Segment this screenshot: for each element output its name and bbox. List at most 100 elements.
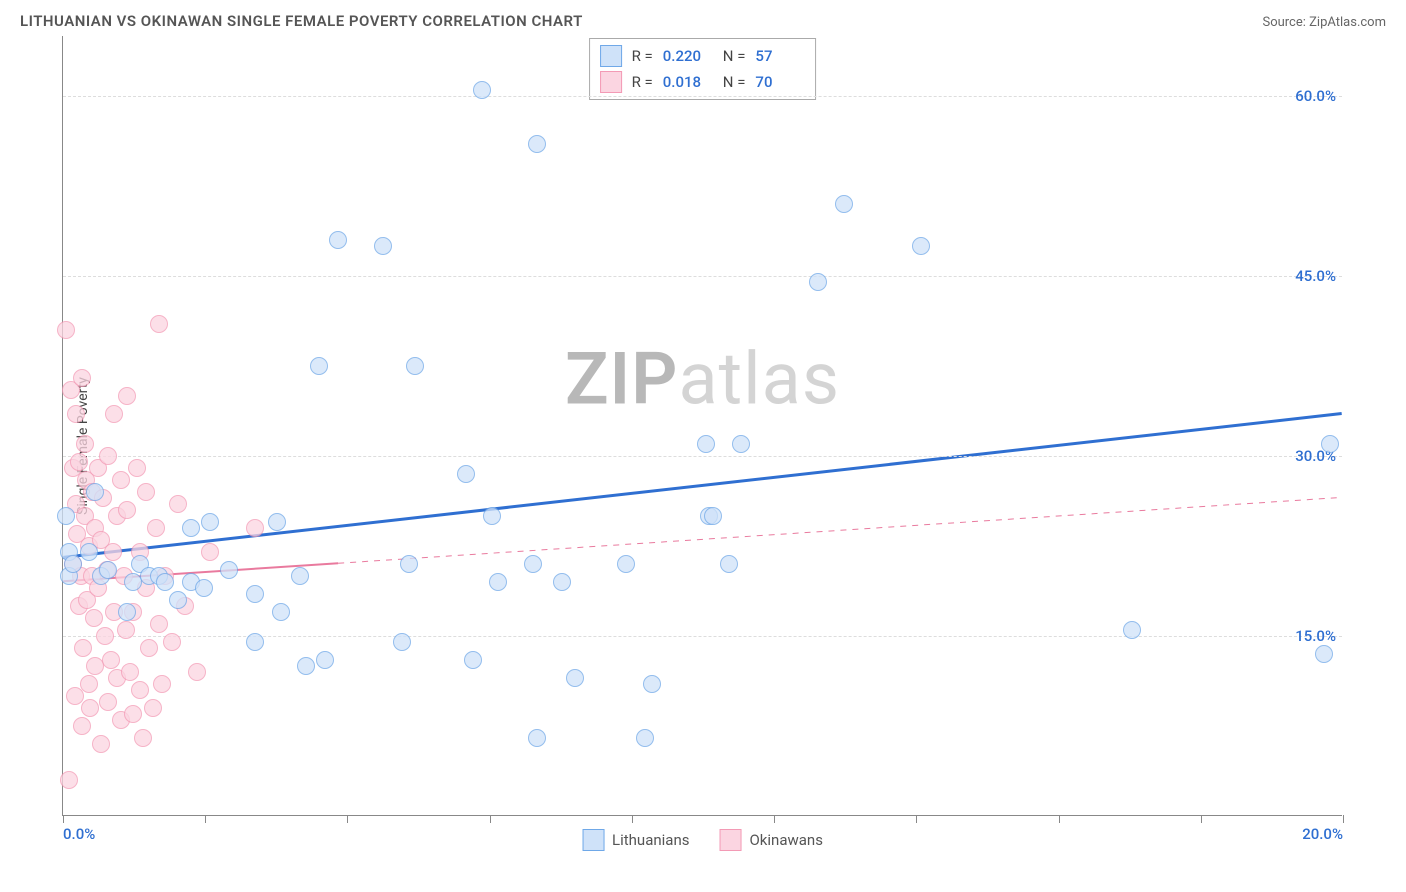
swatch-blue — [582, 829, 604, 851]
legend-label-blue: Lithuanians — [612, 831, 689, 849]
point-pink — [246, 519, 264, 537]
x-tick-label: 20.0% — [1302, 825, 1343, 843]
legend-label-pink: Okinawans — [749, 831, 822, 849]
point-pink — [124, 705, 142, 723]
point-blue — [57, 507, 75, 525]
point-blue — [316, 651, 334, 669]
point-pink — [99, 693, 117, 711]
point-blue — [393, 633, 411, 651]
point-blue — [400, 555, 418, 573]
watermark-light: atlas — [678, 336, 840, 421]
n-label: N = — [723, 47, 746, 65]
point-blue — [528, 135, 546, 153]
point-pink — [147, 519, 165, 537]
point-pink — [140, 639, 158, 657]
point-blue — [268, 513, 286, 531]
point-pink — [102, 651, 120, 669]
point-pink — [134, 729, 152, 747]
n-value-pink: 70 — [755, 73, 805, 91]
r-label: R = — [632, 47, 653, 65]
point-pink — [150, 315, 168, 333]
point-blue — [912, 237, 930, 255]
point-blue — [617, 555, 635, 573]
point-blue — [553, 573, 571, 591]
y-tick-label: 45.0% — [1295, 267, 1336, 285]
point-blue — [643, 675, 661, 693]
plot-area: ZIPatlas R = 0.220 N = 57 R = 0.018 N = … — [62, 36, 1342, 816]
watermark-bold: ZIP — [565, 336, 678, 421]
series-legend: Lithuanians Okinawans — [582, 829, 823, 851]
point-pink — [70, 453, 88, 471]
point-blue — [169, 591, 187, 609]
point-blue — [310, 357, 328, 375]
point-blue — [1321, 435, 1339, 453]
swatch-blue — [600, 45, 622, 67]
point-blue — [246, 585, 264, 603]
point-blue — [99, 561, 117, 579]
point-blue — [220, 561, 238, 579]
source-label: Source: ZipAtlas.com — [1262, 15, 1386, 30]
point-pink — [92, 735, 110, 753]
stats-legend: R = 0.220 N = 57 R = 0.018 N = 70 — [589, 38, 817, 100]
stats-row-blue: R = 0.220 N = 57 — [600, 43, 806, 69]
point-blue — [118, 603, 136, 621]
point-blue — [473, 81, 491, 99]
point-blue — [528, 729, 546, 747]
point-pink — [104, 543, 122, 561]
point-blue — [809, 273, 827, 291]
r-value-pink: 0.018 — [663, 73, 713, 91]
point-blue — [464, 651, 482, 669]
point-pink — [128, 459, 146, 477]
point-blue — [86, 483, 104, 501]
point-blue — [1315, 645, 1333, 663]
y-tick-label: 60.0% — [1295, 87, 1336, 105]
point-blue — [720, 555, 738, 573]
point-pink — [169, 495, 187, 513]
point-blue — [182, 519, 200, 537]
point-pink — [131, 681, 149, 699]
watermark: ZIPatlas — [565, 336, 840, 421]
swatch-pink — [600, 71, 622, 93]
point-pink — [112, 471, 130, 489]
legend-item-pink: Okinawans — [719, 829, 822, 851]
point-blue — [835, 195, 853, 213]
point-pink — [163, 633, 181, 651]
point-pink — [153, 675, 171, 693]
x-tick-label: 0.0% — [63, 825, 95, 843]
n-label: N = — [723, 73, 746, 91]
point-blue — [697, 435, 715, 453]
point-pink — [73, 369, 91, 387]
point-pink — [73, 717, 91, 735]
point-pink — [121, 663, 139, 681]
point-blue — [156, 573, 174, 591]
point-blue — [374, 237, 392, 255]
point-pink — [85, 609, 103, 627]
point-blue — [201, 513, 219, 531]
point-blue — [566, 669, 584, 687]
point-blue — [297, 657, 315, 675]
swatch-pink — [719, 829, 741, 851]
trend-lines — [63, 36, 1342, 815]
point-blue — [80, 543, 98, 561]
n-value-blue: 57 — [755, 47, 805, 65]
point-blue — [195, 579, 213, 597]
point-blue — [524, 555, 542, 573]
point-pink — [137, 483, 155, 501]
point-pink — [118, 387, 136, 405]
legend-item-blue: Lithuanians — [582, 829, 689, 851]
point-pink — [117, 621, 135, 639]
point-pink — [105, 405, 123, 423]
point-blue — [483, 507, 501, 525]
point-pink — [150, 615, 168, 633]
point-blue — [489, 573, 507, 591]
point-pink — [57, 321, 75, 339]
point-pink — [96, 627, 114, 645]
point-blue — [636, 729, 654, 747]
y-tick-label: 15.0% — [1295, 627, 1336, 645]
point-blue — [1123, 621, 1141, 639]
point-pink — [201, 543, 219, 561]
point-pink — [144, 699, 162, 717]
point-pink — [74, 639, 92, 657]
point-blue — [406, 357, 424, 375]
point-pink — [80, 675, 98, 693]
